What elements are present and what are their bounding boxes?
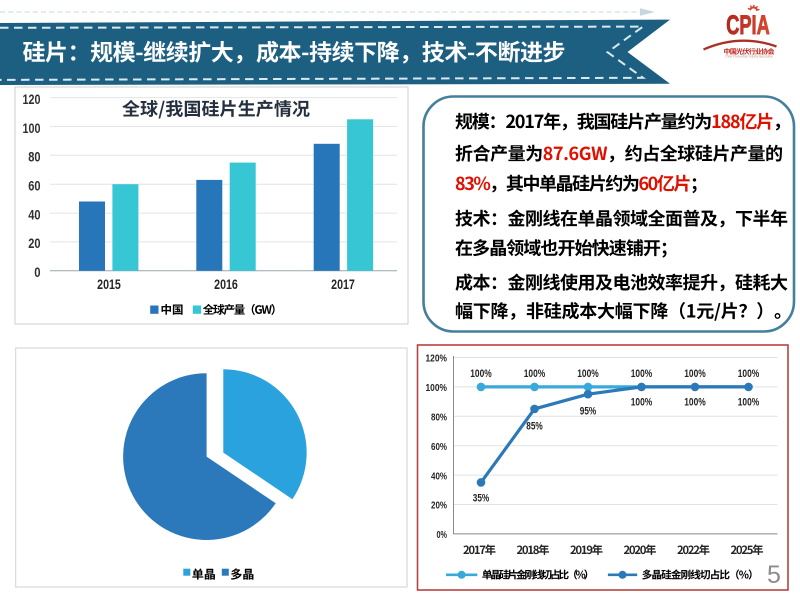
svg-text:CPIA: CPIA xyxy=(726,10,770,40)
svg-text:5: 5 xyxy=(767,561,781,589)
svg-text:100%: 100% xyxy=(577,368,599,380)
svg-text:100%: 100% xyxy=(738,368,760,380)
svg-text:100%: 100% xyxy=(684,368,706,380)
svg-text:80: 80 xyxy=(28,149,40,165)
svg-text:100%: 100% xyxy=(631,396,653,408)
svg-text:100%: 100% xyxy=(738,396,760,408)
svg-text:100: 100 xyxy=(23,120,41,136)
svg-text:60%: 60% xyxy=(431,441,448,453)
svg-text:95%: 95% xyxy=(580,406,597,418)
svg-text:100%: 100% xyxy=(426,382,448,394)
svg-text:40: 40 xyxy=(28,206,40,222)
svg-text:80%: 80% xyxy=(431,412,448,424)
svg-text:2015: 2015 xyxy=(97,277,121,293)
svg-text:35%: 35% xyxy=(473,493,490,505)
svg-text:100%: 100% xyxy=(631,368,653,380)
svg-text:120%: 120% xyxy=(426,353,448,365)
svg-text:100%: 100% xyxy=(524,368,546,380)
svg-text:2017: 2017 xyxy=(331,277,355,293)
svg-text:0%: 0% xyxy=(437,529,448,541)
svg-text:85%: 85% xyxy=(526,421,543,433)
svg-text:0: 0 xyxy=(34,264,40,280)
svg-text:100%: 100% xyxy=(470,368,492,380)
svg-text:20: 20 xyxy=(28,235,40,251)
svg-text:20%: 20% xyxy=(431,500,448,512)
svg-text:60: 60 xyxy=(28,178,40,194)
svg-text:China Photovoltaic Industry As: China Photovoltaic Industry Association xyxy=(725,55,773,59)
svg-text:40%: 40% xyxy=(431,470,448,482)
svg-text:120: 120 xyxy=(23,91,41,107)
svg-text:2016: 2016 xyxy=(214,277,238,293)
svg-text:100%: 100% xyxy=(684,396,706,408)
